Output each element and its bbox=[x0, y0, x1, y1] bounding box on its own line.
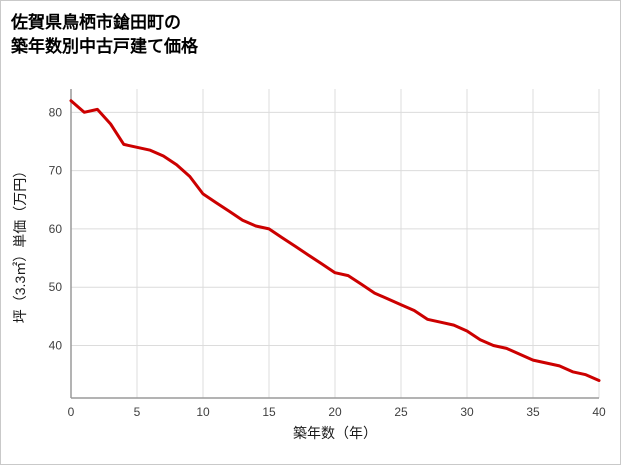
price-line-series bbox=[69, 99, 601, 382]
y-tick-label: 80 bbox=[49, 105, 63, 119]
x-tick-label: 30 bbox=[460, 405, 474, 419]
x-tick-label: 35 bbox=[526, 405, 540, 419]
x-tick-label: 5 bbox=[134, 405, 141, 419]
x-tick-label: 15 bbox=[262, 405, 276, 419]
y-tick-label: 60 bbox=[49, 222, 63, 236]
x-tick-label: 0 bbox=[68, 405, 75, 419]
y-tick-label: 50 bbox=[49, 280, 63, 294]
x-axis-label: 築年数（年） bbox=[293, 425, 377, 441]
x-tick-label: 40 bbox=[592, 405, 606, 419]
x-tick-label: 25 bbox=[394, 405, 408, 419]
y-tick-label: 40 bbox=[49, 339, 63, 353]
x-tick-label: 20 bbox=[328, 405, 342, 419]
y-tick-label: 70 bbox=[49, 164, 63, 178]
chart-title: 佐賀県鳥栖市鎗田町の 築年数別中古戸建て価格 bbox=[11, 13, 198, 56]
y-axis-label: 坪（3.3㎡）単価（万円） bbox=[12, 164, 28, 323]
x-tick-label: 10 bbox=[196, 405, 210, 419]
